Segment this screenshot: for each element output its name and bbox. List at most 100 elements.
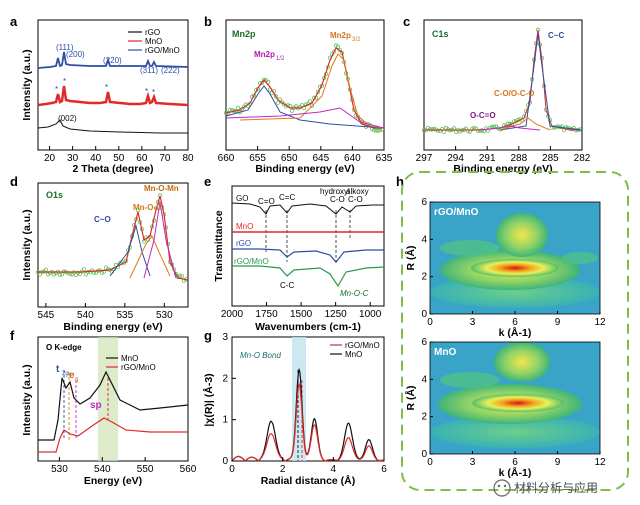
map-title: MnO <box>434 347 456 358</box>
x-tick-label: 40 <box>90 153 102 164</box>
x-tick-label: 288 <box>510 153 527 164</box>
fit-envelope <box>38 195 189 281</box>
guide-lines-e <box>265 210 351 264</box>
x-tick-label: 550 <box>137 464 154 475</box>
x-tick-label: 530 <box>156 310 173 321</box>
hkl-label: (222) <box>161 66 180 75</box>
x-tick-label: 6 <box>512 317 518 328</box>
series-mno <box>37 85 189 107</box>
x-tick-label: 0 <box>427 457 433 468</box>
x-tick-label: 640 <box>344 153 361 164</box>
y-tick-label: 1 <box>222 415 228 426</box>
x-tick-label: 50 <box>113 153 125 164</box>
fit-satellite <box>225 107 385 129</box>
data-point <box>251 93 257 98</box>
data-point <box>135 208 141 213</box>
x-tick-label: 80 <box>182 153 194 164</box>
y-tick-label: 0 <box>421 309 427 320</box>
data-point <box>73 272 79 277</box>
x-axis-label: Binding energy (eV) <box>453 163 552 175</box>
x-tick-label: 282 <box>574 153 591 164</box>
data-point <box>335 44 341 49</box>
x-tick-label: 9 <box>555 317 561 328</box>
panel-b: b Mn2p Mn2p 1/2 Mn2p 3/2 660 655 650 645 640… <box>204 14 393 175</box>
contour-lobe <box>562 252 598 264</box>
x-tick-label: 20 <box>44 153 56 164</box>
band-label: C=O <box>258 197 275 206</box>
panel-title: Mn2p <box>232 29 256 39</box>
series-rgo-mno <box>231 382 384 462</box>
fit-mn2p32 <box>239 53 385 129</box>
plot-frame-g <box>231 336 385 462</box>
plot-frame-c <box>423 19 583 151</box>
data-point <box>429 127 435 132</box>
y-tick-label: 3 <box>222 332 228 343</box>
panel-e: e GO MnO rGO rGO/MnO C=O C=C hydroxyl C-… <box>204 174 385 333</box>
x-tick-label: 70 <box>159 153 171 164</box>
data-point <box>235 105 241 111</box>
y-axis-label: Intensity (a.u.) <box>21 49 33 120</box>
x-tick-label: 1000 <box>359 309 382 320</box>
x-axis-label: Wavenumbers (cm-1) <box>255 321 361 333</box>
asterisk-marker: * <box>105 83 108 92</box>
data-point <box>289 108 295 114</box>
peak-label: Mn2p <box>330 31 351 40</box>
fit-envelope <box>225 47 384 129</box>
data-point <box>179 274 185 279</box>
legend-a: rGO MnO rGO/MnO <box>128 28 180 55</box>
data-point <box>83 272 89 277</box>
panel-label-c: c <box>403 14 410 29</box>
asterisk-marker: * <box>145 87 148 96</box>
hkl-label: (002) <box>58 114 77 123</box>
fit-mn2p12 <box>225 85 385 129</box>
contour-lobe <box>440 372 500 388</box>
x-tick-label: 2000 <box>221 309 244 320</box>
data-point <box>261 77 267 83</box>
x-axis-label: Radial distance (Å) <box>261 474 356 487</box>
band-label: C-O <box>330 195 345 204</box>
band-label: Mn-O-C <box>340 289 369 298</box>
x-axis-label: k (Å-1) <box>499 466 532 479</box>
x-axis-label: Binding energy (eV) <box>255 163 354 175</box>
y-tick-label: 2 <box>421 412 427 423</box>
x-tick-label: 545 <box>38 310 55 321</box>
series-label: rGO/MnO <box>234 257 269 266</box>
ticks-g: 0 2 4 6 0 1 2 3 <box>222 332 387 475</box>
series-go <box>231 202 384 215</box>
panel-label-b: b <box>204 14 212 29</box>
orbital-label-subscript: g <box>75 377 78 383</box>
x-tick-label: 297 <box>416 153 433 164</box>
panel-d: d O1s C~O Mn-O-C Mn-O-Mn 545 540 535 530 Bi… <box>10 174 189 333</box>
fit-c-o <box>109 224 151 277</box>
data-point <box>315 89 321 95</box>
legend-label: rGO <box>145 28 160 37</box>
x-tick-label: 291 <box>479 153 496 164</box>
data-point <box>57 272 63 277</box>
data-point <box>475 128 481 133</box>
peak-label: O-C=O <box>470 111 496 120</box>
contour-lobe <box>496 213 548 257</box>
x-tick-label: 285 <box>542 153 559 164</box>
fit-envelope <box>424 29 582 131</box>
data-point <box>309 103 315 108</box>
data-point <box>373 128 379 133</box>
x-tick-label: 1750 <box>255 309 278 320</box>
x-tick-label: 540 <box>94 464 111 475</box>
fit-c-o <box>499 117 551 131</box>
wechat-icon <box>493 479 511 497</box>
panel-title: O1s <box>46 190 63 200</box>
y-tick-label: 0 <box>421 449 427 460</box>
x-ticks-c: 297 294 291 288 285 282 <box>416 146 591 164</box>
y-tick-label: 0 <box>222 456 228 467</box>
hkl-label: (220) <box>103 56 122 65</box>
x-tick-label: 6 <box>512 457 518 468</box>
y-axis-label: Intensity (a.u.) <box>21 209 33 280</box>
x-tick-label: 2 <box>280 464 286 475</box>
panel-label-a: a <box>10 14 18 29</box>
data-point <box>453 129 459 135</box>
x-tick-label: 560 <box>180 464 197 475</box>
panel-label-d: d <box>10 174 18 189</box>
x-axis-label: 2 Theta (degree) <box>72 163 153 175</box>
data-point <box>421 128 427 133</box>
